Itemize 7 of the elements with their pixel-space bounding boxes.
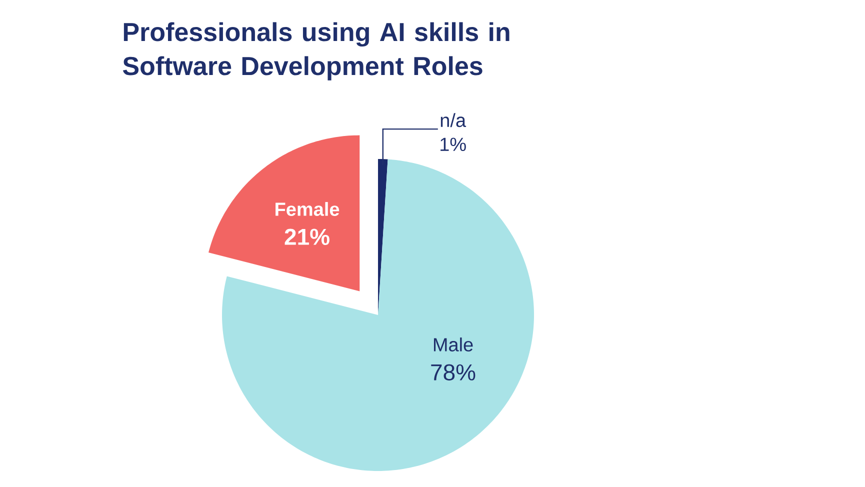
data-label: 78% [431, 364, 476, 380]
chart-title: Professionals using AI skills in Software Development Roles [122, 22, 510, 80]
data-label: 1% [440, 138, 466, 152]
slice-label: Male [434, 338, 473, 352]
data-label: 21% [284, 228, 330, 245]
slice-label: Female [276, 202, 340, 216]
slice-label: n/a [440, 113, 466, 128]
